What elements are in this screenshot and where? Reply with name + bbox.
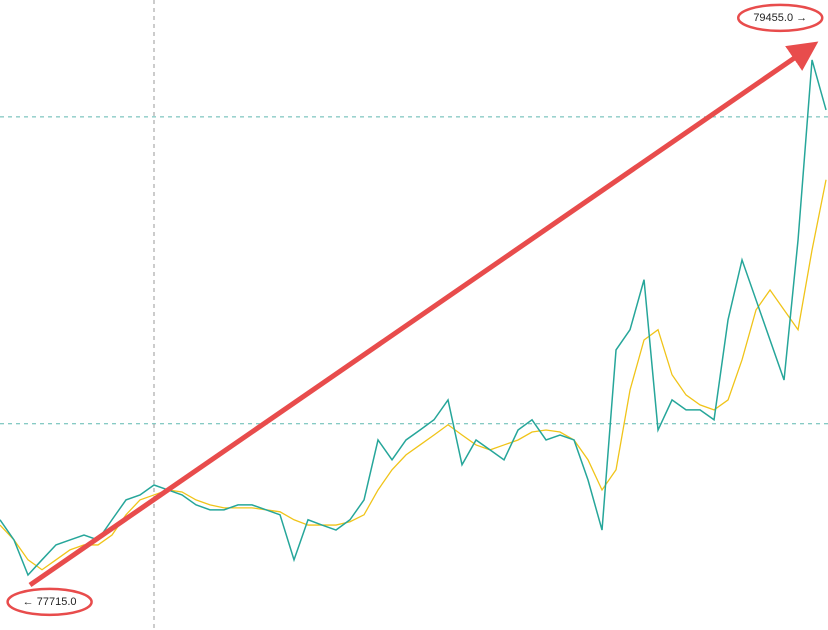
annotation-label: ← 77715.0 xyxy=(23,596,77,608)
series-line xyxy=(0,179,827,571)
annotation-label: 79455.0 → xyxy=(753,12,807,24)
annotation-circle xyxy=(6,587,93,617)
series-line xyxy=(0,59,827,577)
annotation-circle xyxy=(736,3,824,33)
trend-arrow xyxy=(28,41,819,588)
